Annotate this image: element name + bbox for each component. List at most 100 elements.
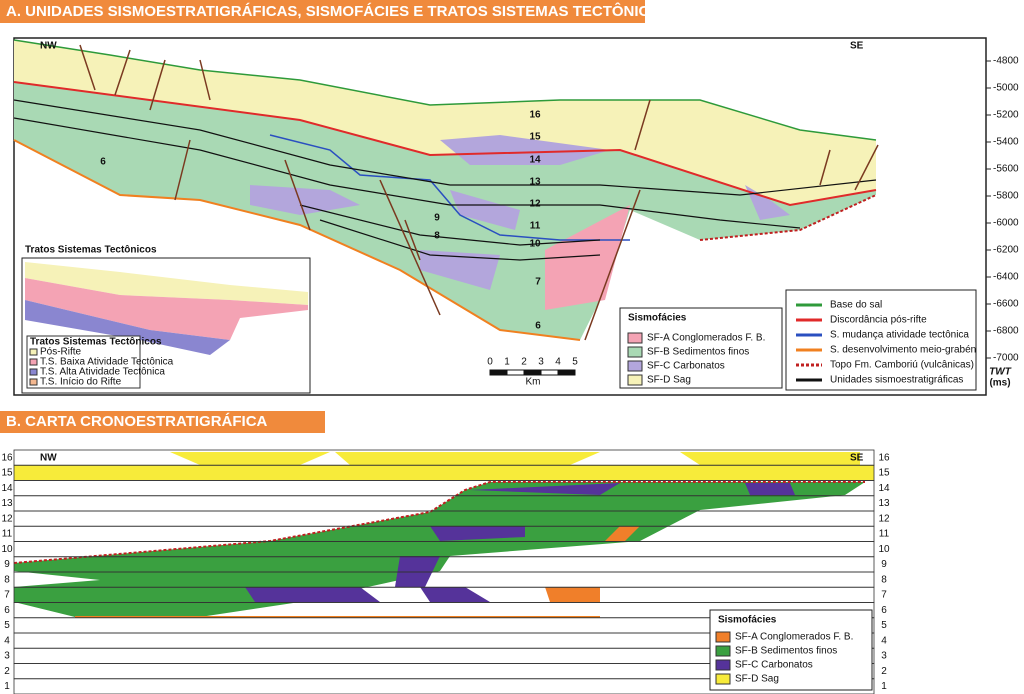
unit-label: 9	[434, 213, 440, 224]
unit-label: 15	[529, 132, 541, 143]
unit-label: 6	[535, 321, 541, 332]
row-label: 14	[878, 483, 890, 494]
legend-swatch	[29, 348, 38, 356]
row-band	[13, 678, 875, 694]
row-label: 15	[878, 468, 890, 479]
legend-frame	[785, 289, 977, 391]
legend-swatch	[627, 360, 643, 372]
tick-label: -5800	[993, 191, 1019, 202]
half-graben-line	[13, 139, 581, 341]
unit-line	[299, 204, 601, 246]
chrono-chart	[13, 452, 874, 618]
unit-label: 8	[434, 231, 440, 242]
row-label: 5	[4, 620, 10, 631]
row-label: 5	[881, 620, 887, 631]
panel-title: A. UNIDADES SISMOESTRATIGRÁFICAS, SISMOF…	[6, 2, 742, 20]
legend-label: Base do sal	[830, 300, 882, 311]
legend-label: S. mudança atividade tectônica	[830, 330, 969, 341]
row-label: 12	[1, 513, 13, 524]
legend-title: Sismofácies	[628, 313, 687, 324]
row-label: 13	[878, 498, 890, 509]
row-label: 8	[4, 574, 10, 585]
row-label: 16	[878, 452, 890, 463]
tick-label: -5600	[993, 164, 1019, 175]
legend-frame	[26, 335, 141, 389]
inset-unit	[25, 278, 308, 340]
legend-swatch	[715, 659, 731, 671]
faults	[79, 44, 879, 341]
legend-swatch	[29, 368, 38, 376]
row-label: 9	[881, 559, 887, 570]
row-label: 2	[881, 666, 887, 677]
legend-label: S. desenvolvimento meio-grabén	[830, 345, 976, 356]
scale-segment	[540, 369, 559, 376]
tectonic-change-line	[269, 134, 630, 241]
tick-label: -7000	[993, 353, 1019, 364]
tick-label: -5400	[993, 137, 1019, 148]
row-label: 14	[1, 483, 13, 494]
conglomerate-unit	[545, 205, 630, 310]
row-label: 4	[881, 635, 887, 646]
inset-unit	[25, 300, 230, 355]
legend-label: T.S. Alta Atividade Tectônica	[40, 367, 165, 378]
carbonate-unit	[440, 135, 610, 165]
carbonate-unit	[250, 185, 360, 215]
volcanic-top-line	[699, 194, 877, 241]
row-label: 11	[879, 529, 890, 540]
tick-label: -6800	[993, 326, 1019, 337]
inset-unit	[25, 262, 308, 305]
sag-unit	[14, 40, 876, 205]
unit-line	[13, 99, 877, 196]
legend-label: T.S. Baixa Atividade Tectônica	[40, 357, 174, 368]
title-bar	[0, 411, 325, 433]
legend-label: T.S. Início do Rifte	[40, 377, 122, 388]
row-label: 7	[881, 590, 887, 601]
legend-label: SF-C Carbonatos	[735, 660, 813, 671]
scale-label: 4	[555, 357, 561, 368]
legend-swatch	[715, 645, 731, 657]
row-label: 4	[4, 635, 10, 646]
legend-swatch	[627, 374, 643, 386]
salt-base-line	[13, 39, 877, 141]
legend-swatch	[715, 673, 731, 685]
scale-label: 3	[538, 357, 544, 368]
legend-frame	[619, 307, 783, 389]
legend-label: Discordância pós-rifte	[830, 315, 927, 326]
unit-label: 16	[529, 110, 541, 121]
fine-sediment-unit	[14, 82, 876, 340]
unit-label: 7	[535, 277, 541, 288]
legend-label: SF-B Sedimentos finos	[647, 347, 749, 358]
row-label: 9	[4, 559, 10, 570]
unit-label: 14	[529, 155, 541, 166]
unit-line	[319, 219, 601, 261]
row-label: 3	[881, 651, 887, 662]
scale-label: 1	[504, 357, 510, 368]
direction-label: SE	[850, 41, 864, 52]
row-label: 6	[4, 605, 10, 616]
legend-label: SF-B Sedimentos finos	[735, 646, 837, 657]
row-label: 6	[881, 605, 887, 616]
tick-label: -5200	[993, 110, 1019, 121]
direction-label: NW	[40, 453, 57, 464]
direction-label: NW	[40, 41, 57, 52]
legend-frame	[709, 609, 873, 691]
legend-swatch	[29, 378, 38, 386]
inset-title: Tratos Sistemas Tectônicos	[25, 245, 157, 256]
legend-title: Sismofácies	[718, 615, 777, 626]
legend-swatch	[627, 332, 643, 344]
tick-label: -6200	[993, 245, 1019, 256]
scale-unit: Km	[526, 377, 541, 388]
scale-segment	[557, 369, 576, 376]
row-label: 12	[878, 513, 890, 524]
tick-label: -5000	[993, 83, 1019, 94]
unit-label: 12	[529, 199, 541, 210]
legend-swatch	[627, 346, 643, 358]
legend-label: Pós-Rifte	[40, 347, 82, 358]
scale-segment	[523, 369, 542, 376]
row-label: 16	[1, 452, 13, 463]
scale-label: 2	[521, 357, 527, 368]
legend-label: SF-A Conglomerados F. B.	[647, 333, 765, 344]
scale-segment	[506, 369, 525, 376]
carbonate-unit	[420, 250, 500, 290]
